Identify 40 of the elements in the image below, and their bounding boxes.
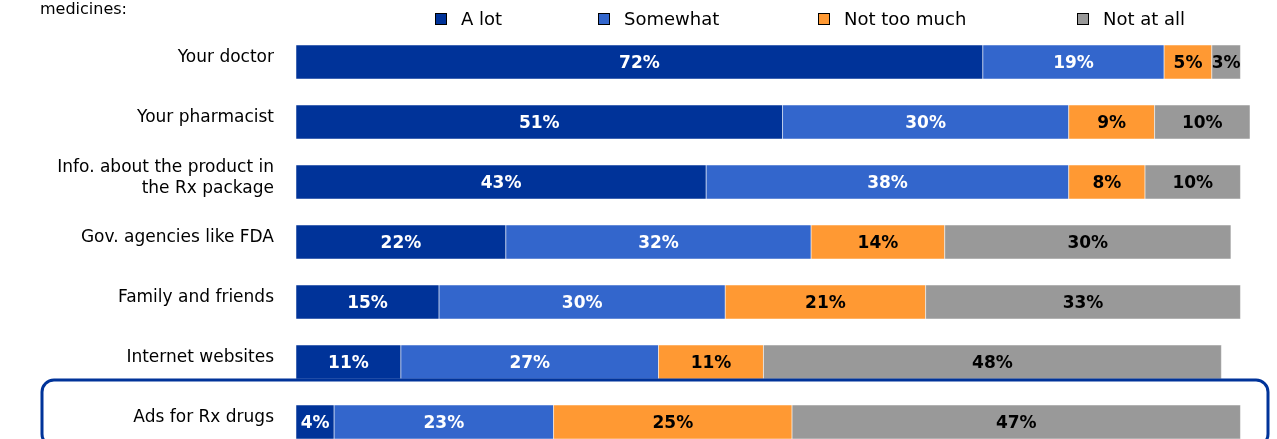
legend-label: A lot bbox=[461, 8, 503, 29]
y-tick-label: Family and friends bbox=[117, 286, 275, 306]
data-label: 30% bbox=[561, 292, 603, 313]
legend-label: Somewhat bbox=[624, 8, 720, 29]
data-label: 19% bbox=[1053, 52, 1094, 73]
data-label: 8% bbox=[1092, 172, 1122, 193]
y-tick-label: Your pharmacist bbox=[136, 106, 275, 126]
y-tick-label: Info. about the product in the Rx package bbox=[57, 156, 274, 197]
data-label: 30% bbox=[1067, 232, 1109, 253]
legend-label: Not at all bbox=[1103, 8, 1186, 29]
data-label: 47% bbox=[995, 412, 1037, 433]
data-label: 21% bbox=[805, 292, 846, 313]
y-tick-label: Gov. agencies like FDA bbox=[80, 226, 275, 246]
data-label: 10% bbox=[1181, 112, 1223, 133]
data-label: 14% bbox=[857, 232, 899, 253]
data-label: 27% bbox=[509, 352, 551, 373]
data-label: 22% bbox=[380, 232, 422, 253]
data-label: 11% bbox=[328, 352, 369, 373]
data-label: 38% bbox=[867, 172, 908, 193]
data-label: 15% bbox=[347, 292, 388, 313]
data-label: 10% bbox=[1172, 172, 1214, 193]
data-label: 33% bbox=[1062, 292, 1104, 313]
data-label: 11% bbox=[690, 352, 732, 373]
data-label: 5% bbox=[1173, 52, 1203, 73]
text: medicines: bbox=[40, 0, 127, 18]
y-tick-label: Your doctor bbox=[176, 46, 274, 66]
data-label: 9% bbox=[1097, 112, 1127, 133]
data-label: 32% bbox=[638, 232, 679, 253]
y-tick-label: Internet websites bbox=[126, 346, 275, 366]
data-label: 48% bbox=[972, 352, 1013, 373]
data-label: 51% bbox=[518, 112, 560, 133]
data-label: 23% bbox=[423, 412, 465, 433]
y-tick-label: Ads for Rx drugs bbox=[133, 406, 275, 426]
data-label: 30% bbox=[905, 112, 946, 133]
data-label: 4% bbox=[300, 412, 330, 433]
data-label: 72% bbox=[619, 52, 660, 73]
data-label: 3% bbox=[1211, 52, 1241, 73]
data-label: 43% bbox=[480, 172, 522, 193]
data-label: 25% bbox=[652, 412, 694, 433]
legend-label: Not too much bbox=[844, 8, 967, 29]
